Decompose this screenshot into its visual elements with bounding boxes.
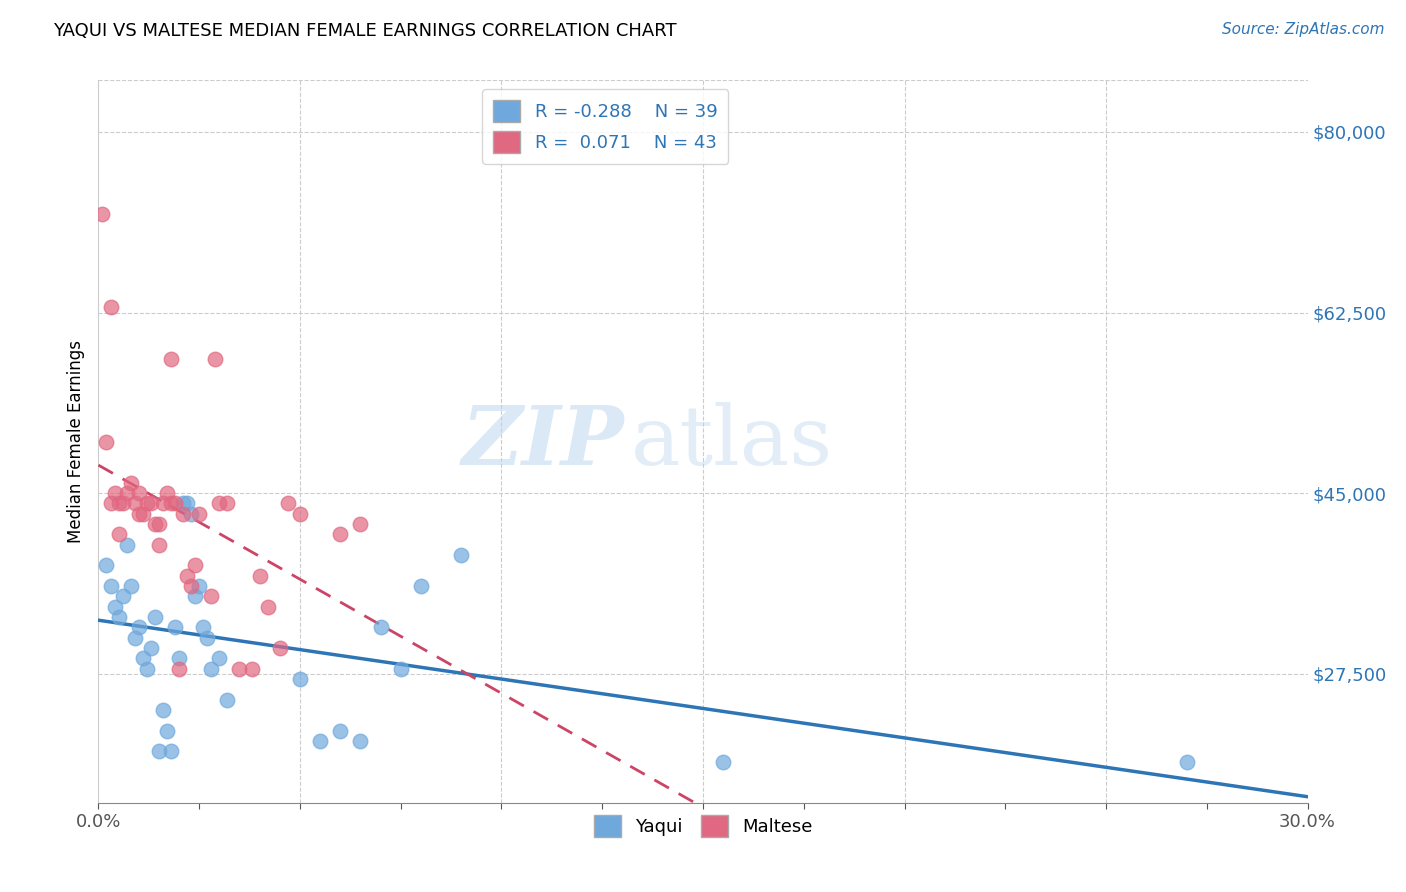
Point: [100, 301, 122, 315]
Text: ZIP: ZIP: [461, 401, 624, 482]
Point: [115, 538, 138, 552]
Point: [172, 507, 194, 521]
Point: [139, 640, 162, 655]
Point: [389, 662, 412, 676]
Point: [309, 734, 332, 748]
Point: [329, 723, 352, 738]
Text: YAQUI VS MALTESE MEDIAN FEMALE EARNINGS CORRELATION CHART: YAQUI VS MALTESE MEDIAN FEMALE EARNINGS …: [53, 22, 678, 40]
Point: [184, 590, 207, 604]
Point: [103, 599, 125, 614]
Point: [240, 662, 263, 676]
Point: [120, 475, 142, 490]
Point: [143, 517, 166, 532]
Point: [450, 548, 472, 562]
Point: [96, 434, 118, 449]
Point: [208, 651, 231, 665]
Point: [163, 496, 186, 510]
Point: [349, 517, 371, 532]
Point: [100, 496, 122, 510]
Point: [277, 496, 299, 510]
Point: [160, 496, 183, 510]
Point: [409, 579, 432, 593]
Point: [148, 517, 170, 532]
Point: [288, 507, 311, 521]
Text: atlas: atlas: [630, 401, 832, 482]
Point: [167, 651, 190, 665]
Point: [148, 744, 170, 758]
Point: [329, 527, 352, 541]
Point: [217, 692, 239, 706]
Point: [124, 631, 146, 645]
Point: [200, 662, 222, 676]
Point: [188, 507, 211, 521]
Point: [156, 723, 179, 738]
Point: [176, 496, 198, 510]
Text: Source: ZipAtlas.com: Source: ZipAtlas.com: [1222, 22, 1385, 37]
Point: [115, 486, 138, 500]
Point: [111, 496, 134, 510]
Point: [128, 620, 150, 634]
Point: [269, 640, 291, 655]
Point: [132, 651, 155, 665]
Point: [204, 351, 226, 366]
Point: [249, 568, 271, 582]
Point: [195, 631, 218, 645]
Point: [256, 599, 278, 614]
Point: [135, 662, 157, 676]
Point: [152, 496, 174, 510]
Point: [100, 579, 122, 593]
Point: [167, 662, 190, 676]
Point: [1175, 755, 1198, 769]
Point: [160, 744, 183, 758]
Point: [176, 568, 198, 582]
Point: [128, 486, 150, 500]
Point: [288, 672, 311, 686]
Point: [152, 703, 174, 717]
Point: [217, 496, 239, 510]
Point: [132, 507, 155, 521]
Point: [180, 507, 202, 521]
Point: [208, 496, 231, 510]
Point: [188, 579, 211, 593]
Point: [124, 496, 146, 510]
Point: [128, 507, 150, 521]
Point: [200, 590, 222, 604]
Point: [91, 207, 114, 221]
Point: [135, 496, 157, 510]
Point: [139, 496, 162, 510]
Point: [193, 620, 215, 634]
Point: [96, 558, 118, 573]
Point: [172, 496, 194, 510]
Point: [107, 610, 129, 624]
Point: [160, 351, 183, 366]
Point: [120, 579, 142, 593]
Point: [107, 496, 129, 510]
Point: [184, 558, 207, 573]
Point: [156, 486, 179, 500]
Point: [143, 610, 166, 624]
Point: [107, 527, 129, 541]
Point: [370, 620, 392, 634]
Point: [180, 579, 202, 593]
Point: [103, 486, 125, 500]
Point: [163, 620, 186, 634]
Y-axis label: Median Female Earnings: Median Female Earnings: [66, 340, 84, 543]
Point: [148, 538, 170, 552]
Point: [711, 755, 734, 769]
Legend: Yaqui, Maltese: Yaqui, Maltese: [586, 808, 820, 845]
Point: [111, 590, 134, 604]
Point: [349, 734, 371, 748]
Point: [228, 662, 250, 676]
